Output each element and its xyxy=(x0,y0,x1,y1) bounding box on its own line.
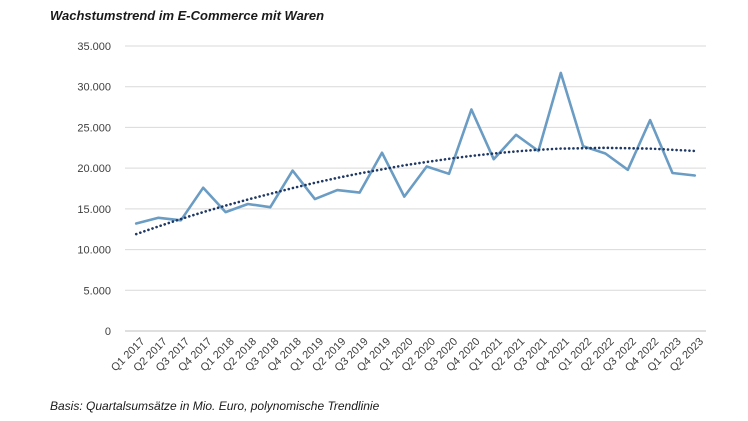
y-tick-label: 5.000 xyxy=(83,285,111,297)
chart-footnote: Basis: Quartalsumsätze in Mio. Euro, pol… xyxy=(50,399,380,413)
y-tick-label: 25.000 xyxy=(77,122,111,134)
y-tick-label: 35.000 xyxy=(77,41,111,53)
y-tick-label: 15.000 xyxy=(77,204,111,216)
revenue-series-line xyxy=(134,71,697,225)
trendline-series xyxy=(134,146,697,236)
y-tick-label: 0 xyxy=(105,326,111,338)
chart-title: Wachstumstrend im E-Commerce mit Waren xyxy=(50,8,325,23)
y-tick-label: 20.000 xyxy=(77,163,111,175)
y-tick-label: 10.000 xyxy=(77,245,111,257)
y-tick-label: 30.000 xyxy=(77,82,111,94)
